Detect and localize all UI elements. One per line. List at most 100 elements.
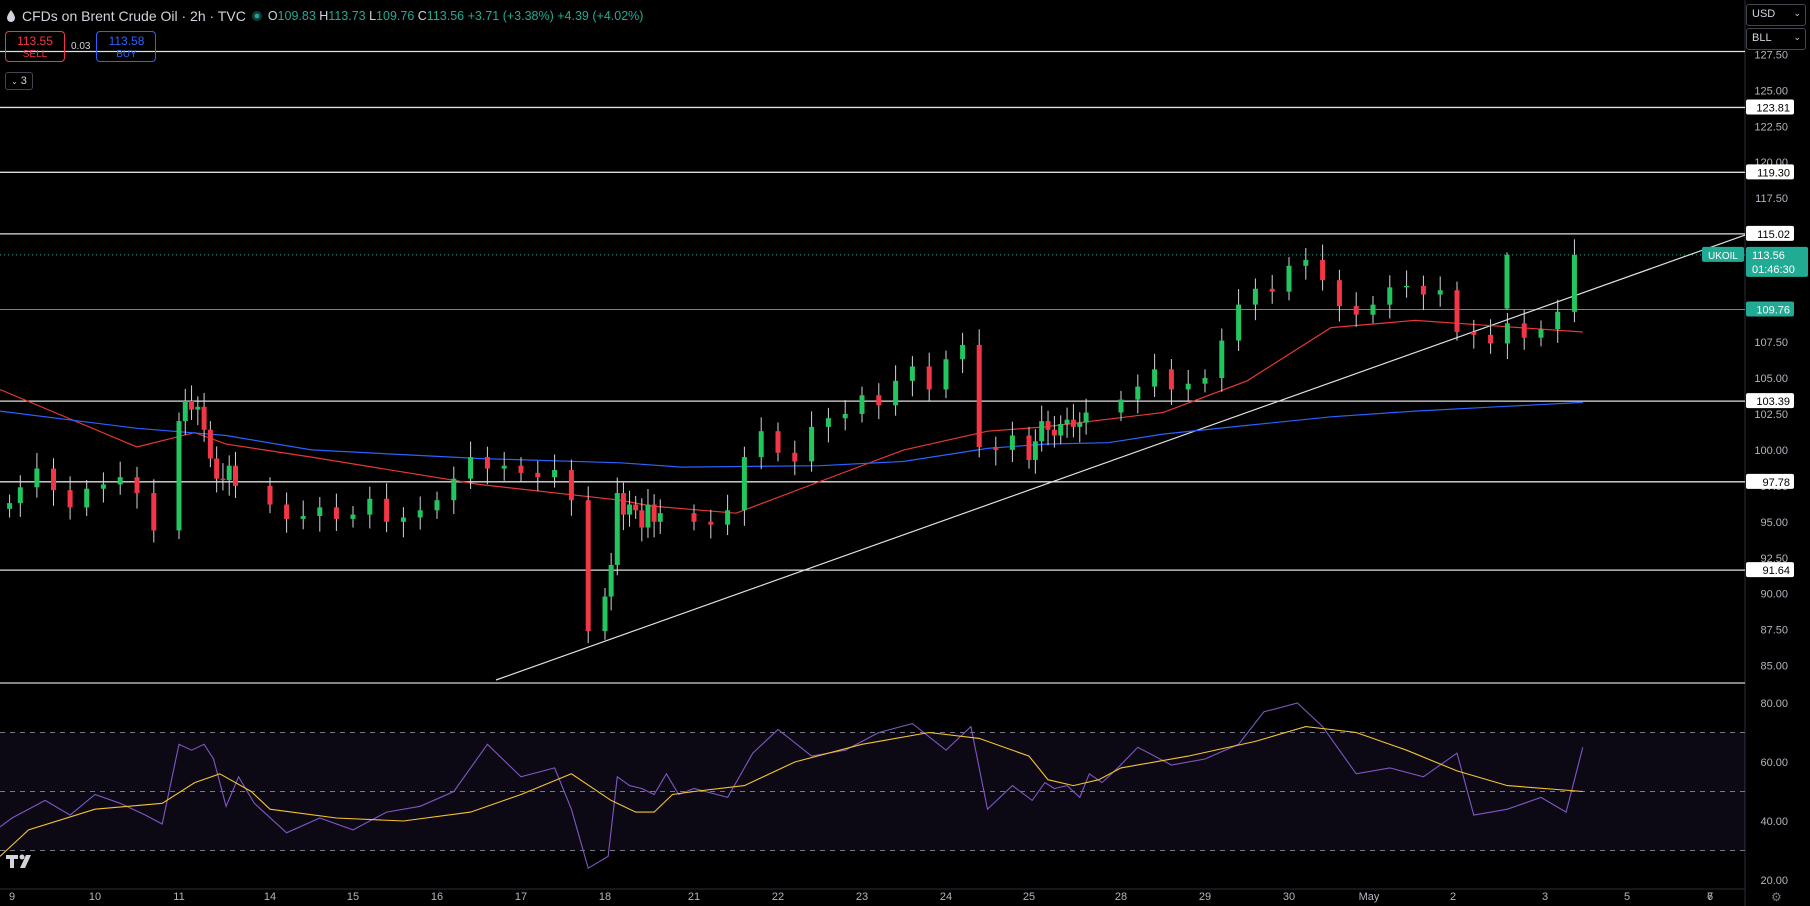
candle-body (220, 478, 226, 481)
candle-body (809, 426, 815, 462)
level-price-label-bg (1746, 225, 1794, 241)
open-price-label-bg (1746, 301, 1794, 317)
candle-body (1504, 254, 1510, 309)
time-tick-label: May (1359, 891, 1380, 903)
candle-body (333, 507, 339, 519)
candle-body (1058, 424, 1064, 436)
candle-body (117, 477, 123, 485)
candle-body (300, 516, 306, 519)
candle-body (1152, 369, 1158, 387)
time-tick-label: 11 (173, 891, 184, 903)
candle-body (859, 395, 865, 414)
tradingview-logo-icon (6, 854, 31, 868)
candle-body (1083, 412, 1089, 423)
candle-body (226, 465, 232, 481)
chart-header: CFDs on Brent Crude Oil · 2h · TVC O109.… (6, 6, 643, 26)
price-tick-label: 125.00 (1754, 85, 1788, 97)
level-price-label-bg (1746, 393, 1794, 409)
candle-body (232, 465, 238, 486)
time-tick-label: 30 (1283, 891, 1295, 903)
candle-body (1571, 254, 1577, 312)
candle-body (651, 504, 657, 522)
price-tick-label: 95.00 (1760, 517, 1788, 529)
settings-icon[interactable]: ⚙ (1771, 890, 1782, 904)
candle-body (792, 452, 798, 462)
candle-body (585, 500, 591, 632)
candle-body (434, 500, 440, 511)
time-tick-label: 2 (1450, 891, 1456, 903)
chevron-down-icon: ⌄ (1793, 8, 1801, 18)
time-tick-label: 29 (1199, 891, 1211, 903)
ma-slow-line (0, 401, 1583, 468)
candle-body (201, 406, 207, 430)
candle-body (84, 488, 90, 508)
candle-body (1370, 304, 1376, 315)
candle-body (189, 400, 195, 410)
level-price-label: 91.64 (1762, 565, 1790, 577)
candle-body (1303, 260, 1309, 266)
candle-body (1504, 323, 1510, 344)
candle-body (284, 504, 290, 519)
chevron-down-icon: ⌄ (11, 76, 18, 86)
candle-body (1336, 280, 1342, 307)
trade-panel: 113.55 SELL 0.03 113.58 BUY (5, 31, 157, 62)
candle-body (51, 468, 56, 491)
candle-body (639, 510, 645, 528)
spread-value: 0.03 (71, 41, 91, 52)
candle-body (7, 503, 13, 509)
candle-body (17, 487, 23, 504)
candle-body (1471, 331, 1477, 335)
time-tick-label: 21 (688, 891, 700, 903)
indicators-collapse-button[interactable]: ⌄ 3 (5, 72, 33, 90)
candle-body (384, 498, 390, 522)
chevron-down-icon: ⌄ (1793, 32, 1801, 42)
level-price-label: 119.30 (1757, 167, 1790, 179)
candle-body (614, 493, 620, 565)
candle-body (518, 465, 524, 473)
level-price-label-bg (1746, 562, 1794, 578)
candle-body (535, 472, 541, 478)
sell-button[interactable]: 113.55 SELL (5, 31, 65, 62)
level-price-label: 103.39 (1756, 396, 1790, 408)
candle-body (775, 431, 781, 453)
time-tick-label: 28 (1115, 891, 1127, 903)
candle-body (1077, 422, 1083, 427)
change-value-2: +4.39 (+4.02%) (557, 9, 644, 23)
candle-body (627, 504, 633, 515)
unit-select[interactable]: BLL ⌄ (1746, 28, 1806, 50)
ohlc-values: O109.83 H113.73 L109.76 C113.56 +3.71 (+… (267, 9, 644, 23)
candle-body (34, 468, 40, 488)
change-value: +3.71 (+3.38%) (467, 9, 554, 23)
time-tick-label: 10 (89, 891, 101, 903)
candle-body (1420, 285, 1426, 295)
level-price-label: 123.81 (1756, 102, 1790, 114)
rsi-tick-label: 80.00 (1760, 698, 1788, 710)
candle-body (1454, 290, 1460, 332)
candle-body (976, 344, 982, 448)
candle-body (1555, 311, 1561, 330)
candle-body (657, 513, 663, 522)
currency-select[interactable]: USD ⌄ (1746, 4, 1806, 26)
candle-body (1026, 435, 1032, 460)
candle-body (176, 421, 182, 531)
candle-body (1135, 386, 1141, 400)
last-price-tag-bg (1746, 246, 1808, 277)
last-price-label: 113.56 (1752, 250, 1785, 262)
candle-body (876, 395, 882, 406)
time-tick-label: 14 (264, 891, 276, 903)
time-tick-label: 22 (772, 891, 784, 903)
candle-body (350, 514, 356, 519)
market-open-icon (251, 11, 262, 21)
candle-body (741, 457, 747, 511)
rsi-tick-label: 20.00 (1760, 875, 1788, 887)
candle-body (926, 366, 932, 390)
candle-body (602, 596, 608, 632)
candle-body (468, 457, 474, 479)
candle-body (400, 517, 406, 522)
candle-body (1437, 290, 1443, 295)
candle-body (568, 470, 574, 501)
buy-button[interactable]: 113.58 BUY (96, 31, 157, 62)
symbol-title[interactable]: CFDs on Brent Crude Oil · 2h · TVC (22, 8, 246, 24)
price-tick-label: 102.50 (1754, 409, 1788, 421)
